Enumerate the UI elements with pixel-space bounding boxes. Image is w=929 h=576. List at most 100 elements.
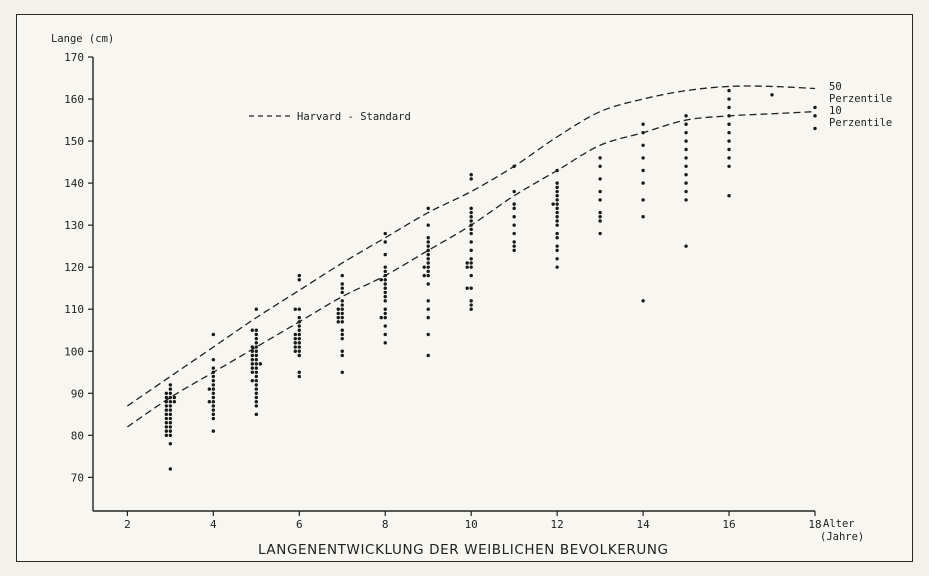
data-point — [770, 93, 774, 97]
data-point — [426, 223, 430, 227]
legend-label: Harvard - Standard — [297, 111, 411, 123]
data-point — [469, 227, 473, 232]
data-point — [684, 122, 688, 126]
data-point — [684, 164, 688, 168]
data-point — [469, 257, 473, 261]
data-point — [293, 345, 297, 349]
data-point — [555, 168, 559, 173]
data-point — [168, 404, 173, 408]
data-point — [297, 353, 301, 358]
y-tick-label: 70 — [71, 471, 84, 484]
data-point — [164, 433, 169, 438]
data-point — [254, 332, 259, 337]
data-point — [512, 240, 516, 244]
data-point — [164, 404, 169, 408]
data-point — [555, 248, 559, 253]
data-point — [684, 173, 688, 177]
data-point — [250, 357, 255, 362]
chart-title: LANGENENTWICKLUNG DER WEIBLICHEN BEVOLKE… — [258, 542, 669, 558]
data-point — [168, 429, 173, 433]
data-point — [512, 223, 516, 227]
data-point — [598, 231, 602, 236]
x-axis-label-line1: Alter — [823, 518, 855, 530]
data-point — [555, 202, 559, 206]
data-point — [211, 404, 216, 408]
data-point — [211, 412, 216, 417]
x-tick-label: 16 — [722, 518, 735, 531]
data-point — [465, 286, 469, 290]
data-point — [258, 362, 263, 366]
data-point — [727, 147, 731, 152]
data-point — [164, 416, 169, 421]
data-point — [813, 126, 817, 131]
data-point — [469, 223, 473, 227]
data-point — [422, 273, 426, 278]
data-point — [340, 336, 344, 341]
x-tick-label: 12 — [551, 518, 564, 531]
data-point — [297, 315, 301, 320]
data-point — [383, 324, 387, 328]
y-tick-label: 120 — [64, 261, 84, 274]
data-point — [598, 189, 602, 194]
data-point — [254, 387, 259, 391]
data-point — [254, 362, 259, 366]
data-point — [727, 156, 731, 160]
data-point — [254, 336, 259, 341]
data-point — [254, 400, 259, 404]
data-point — [297, 328, 301, 332]
y-tick-label: 160 — [64, 93, 84, 106]
data-point — [172, 400, 177, 404]
y-axis-label: Lange (cm) — [51, 33, 114, 45]
data-point — [512, 244, 516, 248]
y-tick-label: 80 — [71, 429, 84, 442]
data-point — [555, 189, 559, 194]
data-point — [512, 164, 516, 168]
x-ticks: 2 4 6 8 10 12 14 16 18 — [124, 511, 822, 531]
curve-labels: 50 Perzentile 10 Perzentile — [829, 81, 892, 129]
data-point — [254, 378, 259, 383]
data-point — [297, 345, 301, 349]
data-point — [727, 194, 731, 198]
data-point — [598, 215, 602, 219]
data-point — [254, 328, 259, 332]
y-ticks: 70 80 90 100 110 120 130 140 150 160 170 — [64, 51, 93, 484]
data-point — [383, 299, 387, 303]
data-point — [555, 210, 559, 215]
data-point — [512, 189, 516, 194]
data-point — [555, 181, 559, 185]
data-points — [164, 88, 817, 471]
data-point — [383, 231, 387, 236]
data-point — [684, 156, 688, 160]
data-point — [293, 332, 297, 337]
data-point — [727, 164, 731, 168]
data-point — [168, 412, 173, 417]
data-point — [336, 307, 340, 311]
data-point — [426, 252, 430, 257]
data-point — [211, 383, 216, 387]
data-point — [168, 383, 173, 387]
data-point — [254, 353, 259, 358]
data-point — [383, 294, 387, 299]
data-point — [297, 324, 301, 328]
data-point — [555, 257, 559, 261]
data-point — [727, 97, 731, 101]
data-point — [555, 236, 559, 240]
data-point — [426, 332, 430, 337]
data-point — [293, 307, 297, 311]
data-point — [336, 320, 340, 324]
data-point — [340, 370, 344, 374]
data-point — [340, 311, 344, 316]
data-point — [469, 173, 473, 177]
data-point — [340, 307, 344, 311]
data-point — [383, 332, 387, 337]
data-point — [297, 278, 301, 282]
data-point — [297, 341, 301, 345]
data-point — [684, 244, 688, 248]
data-point — [164, 391, 169, 395]
data-point — [211, 332, 216, 337]
data-point — [250, 362, 255, 366]
data-point — [168, 395, 173, 400]
data-point — [254, 374, 259, 379]
y-tick-label: 150 — [64, 135, 84, 148]
data-point — [426, 244, 430, 248]
